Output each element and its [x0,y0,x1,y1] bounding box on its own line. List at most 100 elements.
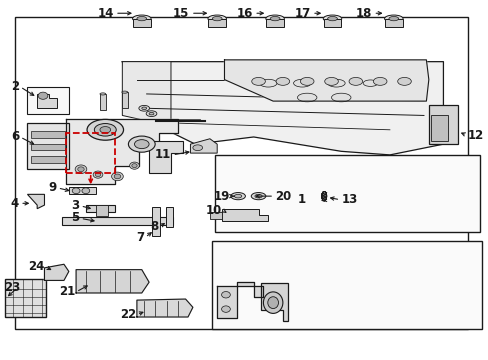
Ellipse shape [373,77,386,85]
Ellipse shape [265,15,284,22]
Bar [31,144,65,150]
Text: 3: 3 [71,199,80,212]
Ellipse shape [331,93,350,102]
Bar [384,19,402,27]
Bar [214,155,479,232]
Text: 11: 11 [154,148,171,161]
Ellipse shape [348,77,362,85]
Text: 24: 24 [28,260,44,273]
Ellipse shape [267,297,278,309]
Ellipse shape [221,306,230,312]
Ellipse shape [87,120,123,140]
Text: 1: 1 [297,193,305,206]
Text: 5: 5 [71,211,80,224]
Bar [133,19,150,27]
Bar [86,205,115,212]
Polygon shape [37,94,57,108]
Circle shape [132,164,137,168]
Bar [166,207,173,226]
Polygon shape [27,194,44,209]
Ellipse shape [230,193,245,200]
Ellipse shape [327,17,337,21]
Polygon shape [222,209,268,221]
Circle shape [38,92,48,99]
Ellipse shape [300,77,313,85]
Ellipse shape [128,136,155,152]
Circle shape [114,174,121,179]
Ellipse shape [212,17,222,21]
Text: 13: 13 [341,193,357,206]
Polygon shape [66,119,178,184]
Ellipse shape [251,193,265,200]
Ellipse shape [207,15,226,22]
Text: 8: 8 [150,220,159,233]
Bar [69,187,95,194]
Bar [31,156,65,163]
Ellipse shape [324,77,338,85]
Circle shape [93,171,102,178]
Polygon shape [44,264,69,280]
Text: 9: 9 [48,181,57,194]
Polygon shape [76,270,149,293]
Ellipse shape [122,91,127,93]
Polygon shape [137,299,192,317]
Ellipse shape [388,17,398,21]
Bar [212,241,481,329]
Bar [208,19,225,27]
Ellipse shape [270,17,280,21]
Bar [31,131,65,138]
Text: 12: 12 [467,129,483,142]
Ellipse shape [94,123,116,136]
Polygon shape [149,140,183,173]
Ellipse shape [327,79,345,87]
Ellipse shape [100,93,105,95]
Ellipse shape [259,79,277,87]
Ellipse shape [293,79,310,87]
Ellipse shape [134,140,149,149]
Ellipse shape [139,105,149,111]
Polygon shape [217,282,263,318]
Circle shape [72,188,80,194]
Bar [61,217,173,225]
Ellipse shape [263,292,282,314]
Text: 7: 7 [136,231,144,244]
Text: 23: 23 [4,281,21,294]
Bar [151,207,160,235]
Text: 15: 15 [173,7,189,20]
Ellipse shape [397,77,410,85]
Ellipse shape [142,107,146,109]
Bar [430,116,447,140]
Polygon shape [224,60,428,101]
Bar [266,19,283,27]
Circle shape [78,167,84,172]
Circle shape [95,173,101,177]
Text: 16: 16 [236,7,252,20]
Text: 21: 21 [59,285,75,298]
Ellipse shape [276,77,289,85]
Ellipse shape [234,194,241,198]
Bar [27,123,69,169]
Bar [15,17,467,329]
Ellipse shape [254,194,262,198]
Ellipse shape [132,15,151,22]
Ellipse shape [137,17,146,21]
Ellipse shape [149,112,154,115]
Bar [66,134,115,173]
Ellipse shape [192,145,202,150]
Circle shape [82,188,89,194]
Polygon shape [122,62,443,155]
Bar [27,87,69,114]
Bar [428,105,457,144]
Bar [122,92,127,108]
Ellipse shape [221,292,230,298]
Ellipse shape [146,111,157,117]
Ellipse shape [100,127,110,133]
Text: 2: 2 [11,80,19,93]
Text: 4: 4 [11,197,19,210]
Text: 19: 19 [214,190,230,203]
Bar [95,205,107,216]
Text: 10: 10 [205,204,222,217]
Text: 20: 20 [275,190,291,203]
Circle shape [75,165,87,174]
Text: 17: 17 [294,7,310,20]
